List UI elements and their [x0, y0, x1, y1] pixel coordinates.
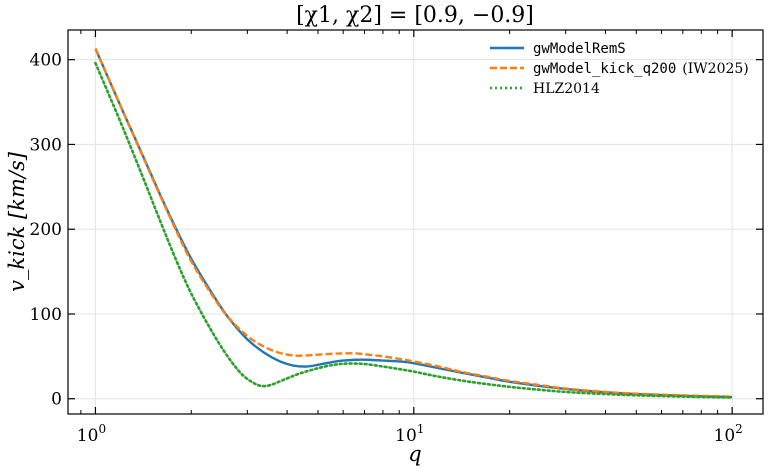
x-tick-label-exp: 1 — [417, 422, 425, 436]
legend-label-hlz2014: HLZ2014 — [533, 81, 600, 97]
x-tick-label-base: 10 — [714, 426, 736, 446]
y-tick-label: 100 — [30, 305, 62, 325]
legend-label-gwmodel-kick-code: gwModel_kick_q200 — [533, 61, 676, 77]
y-tick-label: 300 — [30, 135, 62, 155]
series-layer — [94, 48, 734, 399]
legend-label-gwmodel-kick: gwModel_kick_q200 (IW2025) — [533, 61, 749, 77]
x-axis-label: q — [408, 442, 421, 466]
series-gwmodel-kick-q200 — [94, 48, 733, 398]
x-tick-label-exp: 0 — [98, 422, 106, 436]
x-tick-label-base: 10 — [77, 426, 99, 446]
x-tick-label-exp: 2 — [735, 422, 743, 436]
x-tick-label: 100 — [77, 422, 106, 446]
series-hlz2014 — [94, 61, 734, 399]
y-tick-label: 0 — [51, 390, 62, 410]
x-tick-label: 102 — [714, 422, 743, 446]
plot-frame — [67, 29, 764, 415]
legend-label-gwmodel-kick-ref: (IW2025) — [682, 61, 748, 77]
legend: gwModelRemS gwModel_kick_q200 (IW2025) HL… — [490, 41, 749, 97]
grid — [68, 30, 763, 414]
y-axis-label: v_kick [km/s] — [5, 151, 29, 292]
legend-label-gwmodelrems: gwModelRemS — [533, 41, 626, 57]
x-tick-label: 101 — [395, 422, 424, 446]
y-tick-label: 400 — [30, 51, 62, 71]
y-tick-label: 200 — [30, 220, 62, 240]
chart-title: [χ1, χ2] = [0.9, −0.9] — [296, 3, 534, 28]
series-gwmodelrems — [94, 48, 733, 399]
x-tick-label-base: 10 — [395, 426, 417, 446]
